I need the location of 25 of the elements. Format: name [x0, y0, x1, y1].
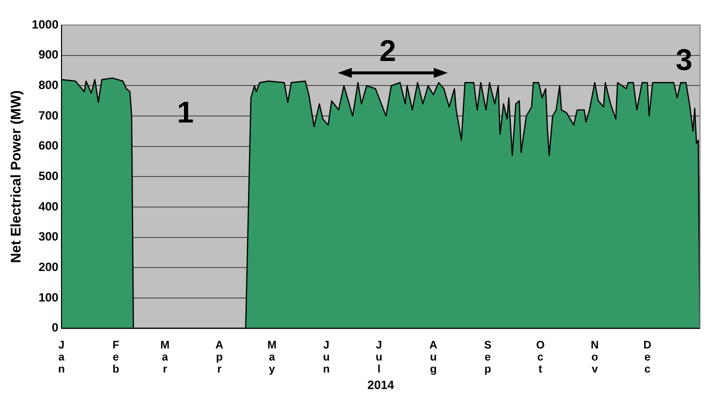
x-tick-label: Sep: [484, 339, 492, 376]
x-tick-label: Feb: [112, 339, 120, 376]
y-tick-label: 0: [52, 320, 59, 335]
x-tick-label: Oct: [536, 339, 546, 376]
x-axis-title: 2014: [367, 378, 394, 392]
x-tick-label: Jun: [323, 339, 330, 376]
x-tick-label: Dec: [643, 339, 652, 376]
y-axis-title: Net Electrical Power (MW): [7, 90, 24, 263]
y-tick-label: 1000: [32, 17, 59, 32]
y-tick-label: 600: [38, 138, 59, 153]
y-tick-label: 100: [38, 290, 59, 304]
y-tick-label: 700: [38, 108, 59, 122]
y-tick-label: 200: [38, 260, 59, 274]
x-tick-label: Jan: [58, 339, 66, 376]
x-tick-label: Nov: [590, 339, 599, 376]
x-tick-label: Jul: [376, 339, 382, 376]
x-tick-label: Mar: [160, 339, 170, 376]
x-tick-label: May: [267, 339, 277, 376]
x-tick-label: Aug: [429, 339, 438, 376]
y-tick-label: 500: [38, 168, 59, 183]
x-tick-label: Apr: [215, 339, 224, 376]
y-tick-label: 300: [38, 230, 59, 244]
y-tick-label: 800: [38, 78, 59, 92]
y-tick-label: 400: [38, 199, 59, 214]
y-tick-label: 900: [38, 48, 59, 62]
